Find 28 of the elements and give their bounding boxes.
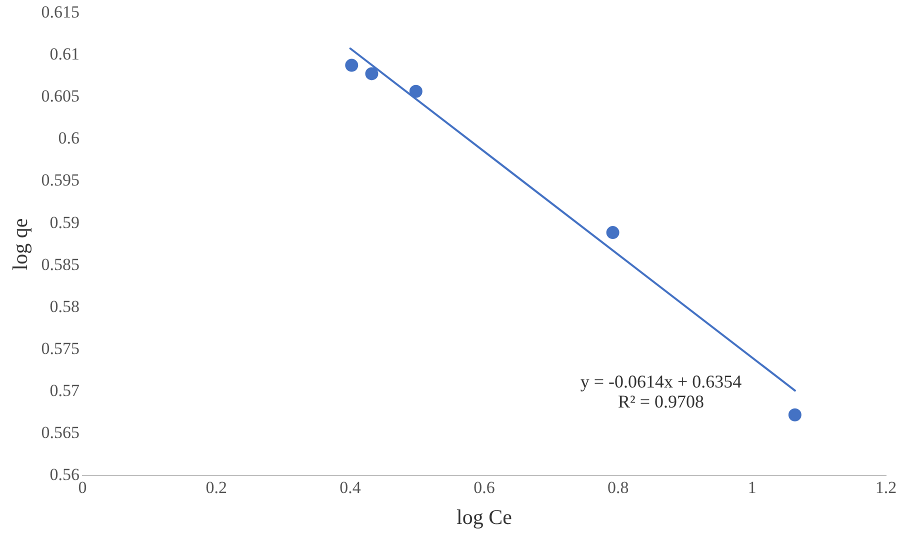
x-tick-label: 1.2 — [875, 478, 897, 498]
y-tick-label: 0.6 — [58, 128, 80, 148]
x-tick-label: 0.2 — [206, 478, 227, 498]
y-tick-label: 0.58 — [50, 296, 80, 316]
y-tick-label: 0.59 — [50, 212, 80, 232]
point — [345, 58, 358, 72]
x-tick-label: 1 — [748, 478, 756, 498]
x-tick-label: 0.4 — [340, 478, 362, 498]
point — [606, 226, 620, 240]
y-tick-label: 0.585 — [41, 254, 80, 274]
x-axis-title: log Ce — [456, 504, 512, 529]
y-tick-label: 0.595 — [41, 170, 80, 190]
y-tick-label: 0.57 — [50, 380, 80, 400]
y-tick-label: 0.605 — [41, 86, 80, 106]
point — [788, 408, 802, 422]
x-tick-label: 0 — [78, 478, 87, 498]
y-tick-label: 0.615 — [41, 2, 80, 22]
x-tick-label: 0.8 — [608, 478, 629, 498]
y-tick-label: 0.56 — [50, 464, 80, 484]
point — [409, 84, 422, 98]
y-tick-label: 0.565 — [41, 422, 80, 442]
x-tick-label: 0.6 — [474, 478, 495, 498]
point — [365, 67, 378, 80]
y-axis-title: log qe — [8, 218, 32, 270]
y-tick-label: 0.61 — [50, 44, 80, 64]
y-tick-label: 0.575 — [41, 338, 80, 358]
annotation: y = -0.0614x + 0.6354 — [580, 372, 742, 392]
annotation: R² = 0.9708 — [618, 392, 704, 412]
